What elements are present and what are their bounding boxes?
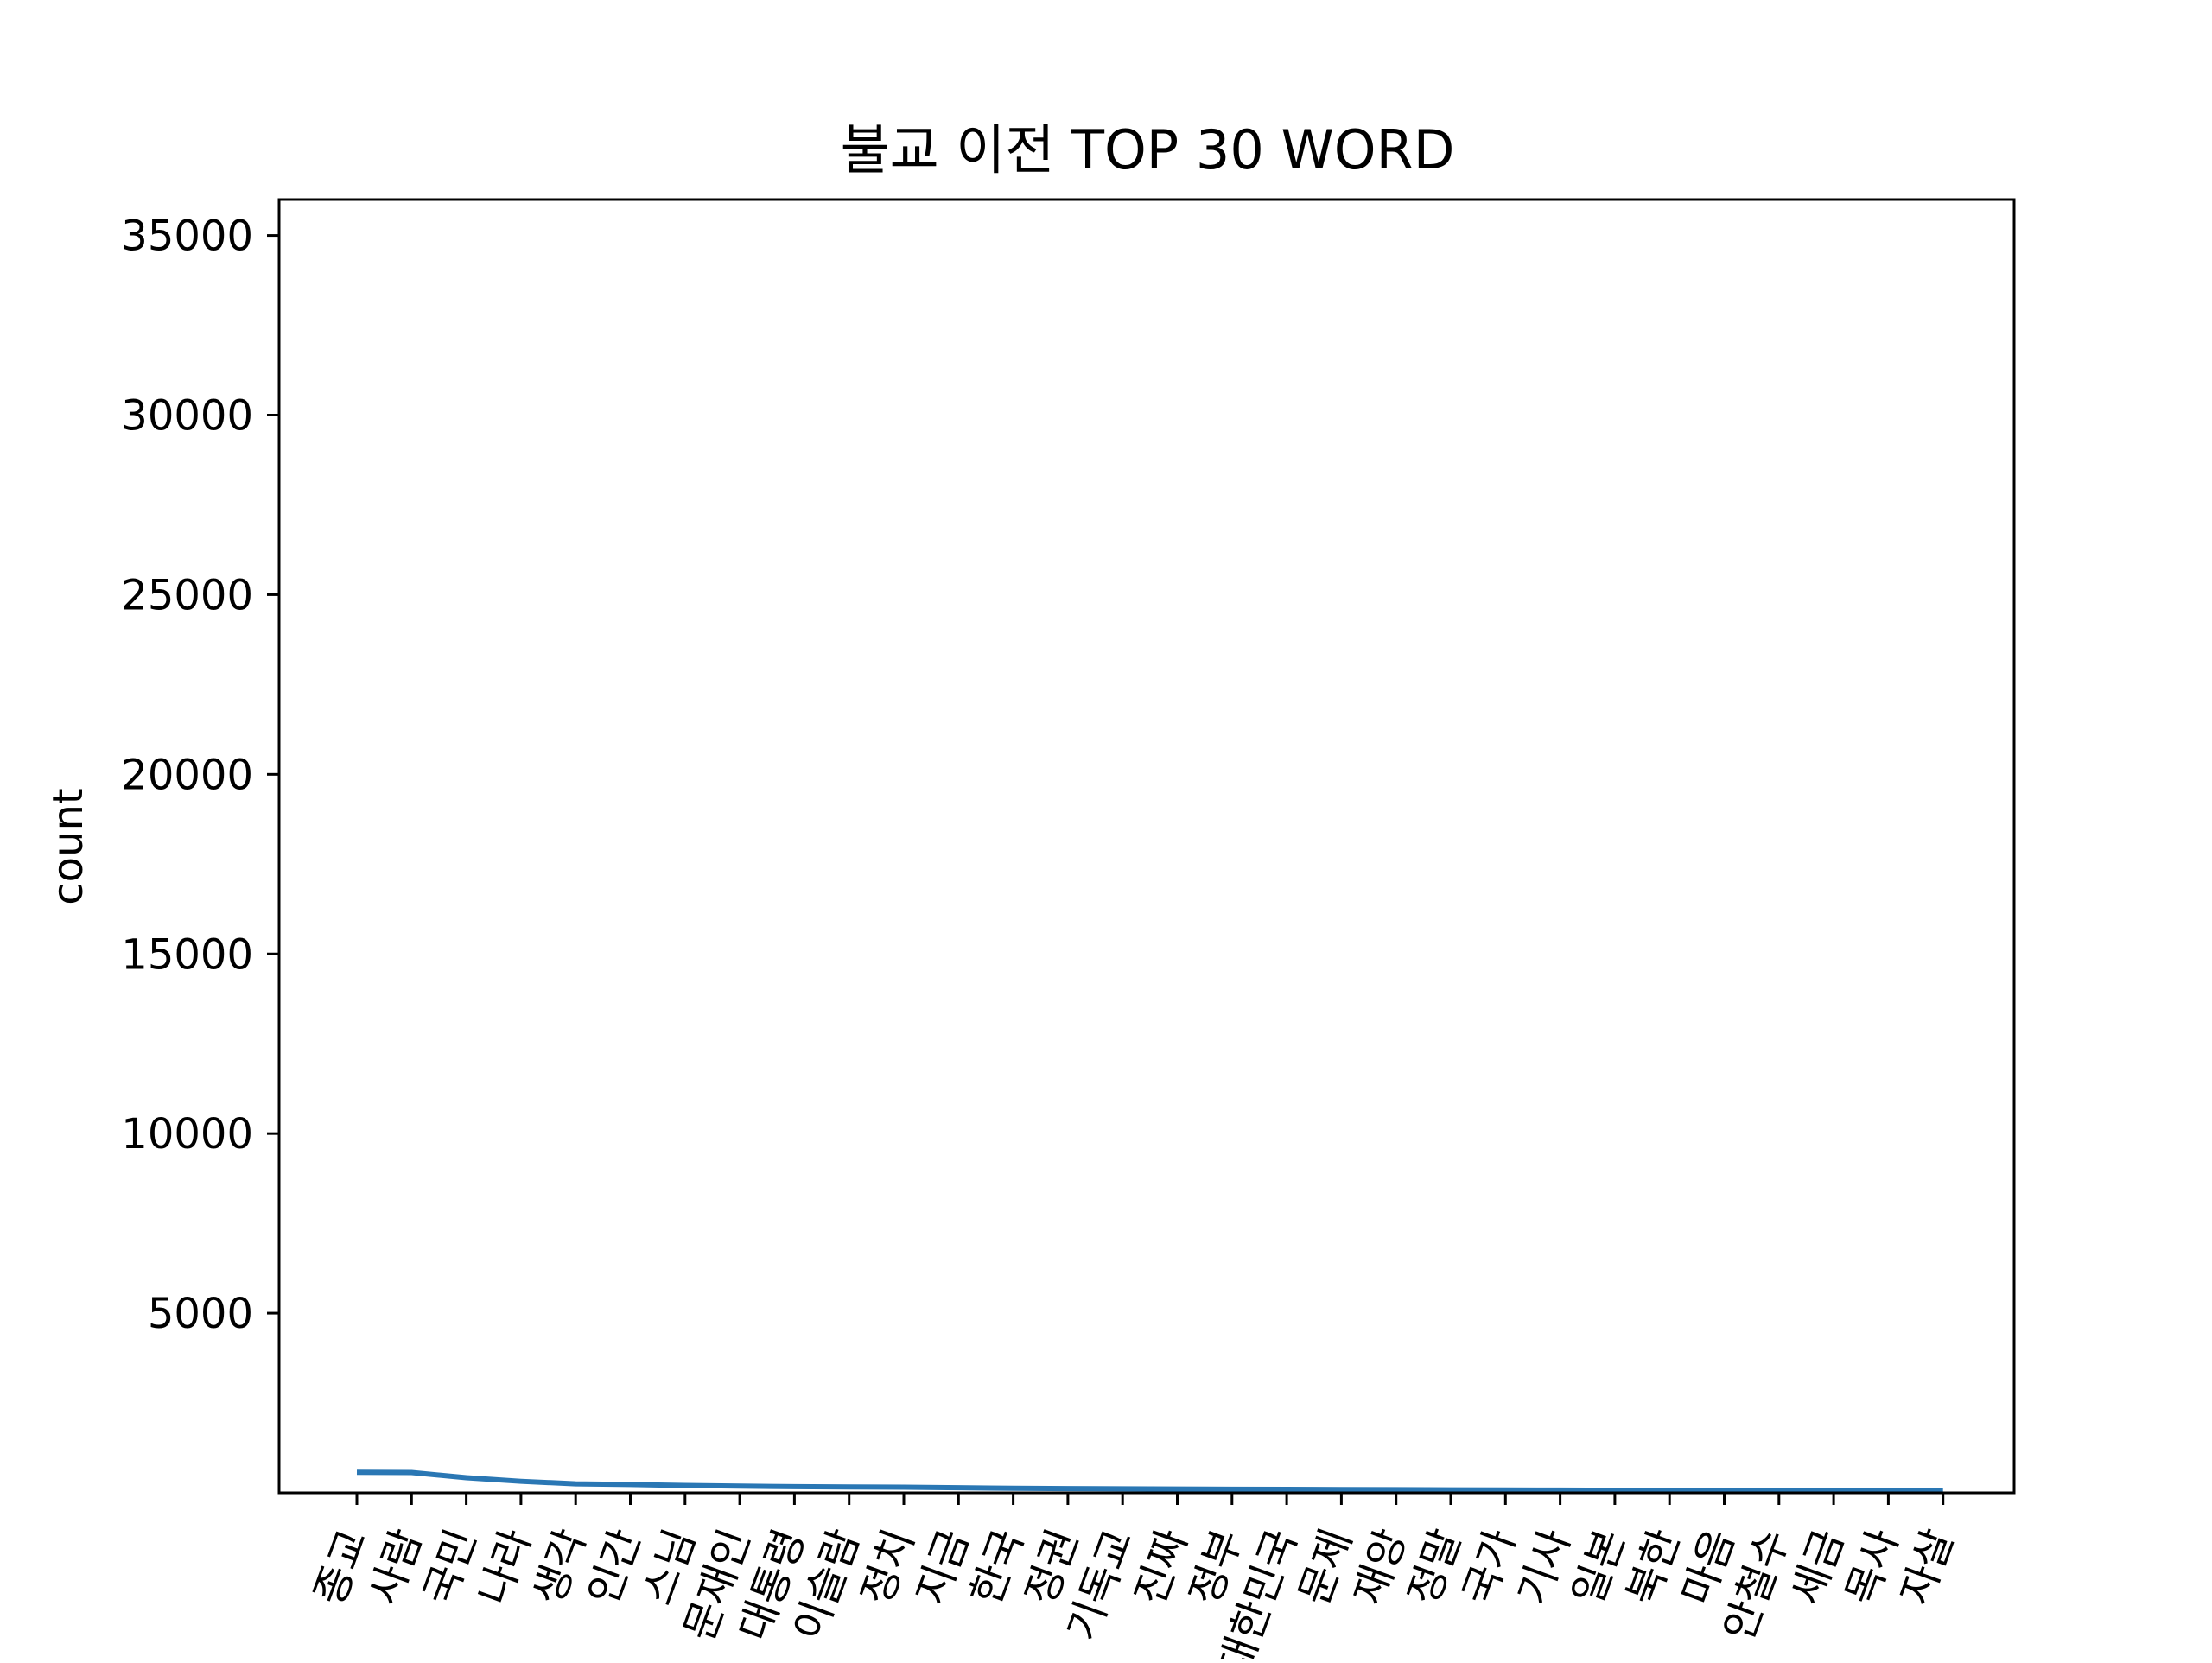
x-axis-ticks: 종교사람국민나라생각인간스님문재인대통령이슬람정치지금한국정권기독교진짜정부대한… [305, 1493, 1963, 1663]
y-tick-label: 35000 [121, 213, 253, 261]
y-tick-label: 20000 [121, 751, 253, 799]
y-tick-label: 30000 [121, 392, 253, 441]
y-tick-label: 10000 [121, 1110, 253, 1158]
y-tick-label: 5000 [148, 1290, 253, 1338]
axes-frame [277, 198, 2016, 1495]
y-tick-label: 25000 [121, 571, 253, 619]
y-axis-ticks: 5000 10000 15000 20000 25000 30000 35000 [121, 213, 279, 1338]
y-axis-label: count [44, 788, 92, 904]
series-line [356, 1469, 1943, 1494]
y-tick-label: 15000 [121, 930, 253, 979]
chart-title: 불교 이전 TOP 30 WORD [841, 118, 1455, 181]
